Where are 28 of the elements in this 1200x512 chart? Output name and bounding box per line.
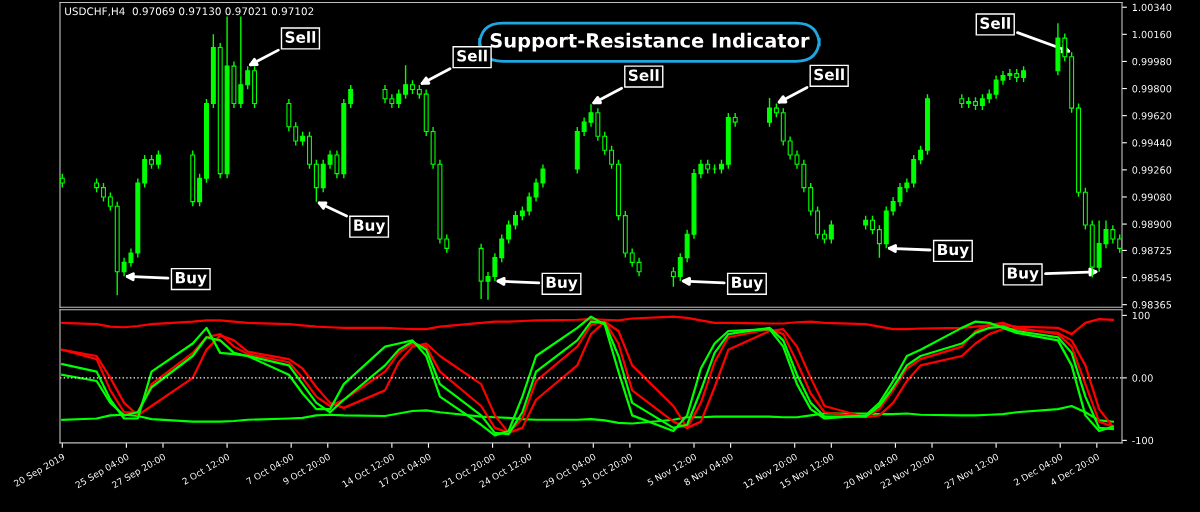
y-tick-label: 1.00160	[1132, 30, 1172, 39]
y-tick-label: 0.99980	[1132, 57, 1172, 66]
annotation: Buy	[938, 243, 969, 259]
annotation: Buy	[175, 272, 207, 287]
annotation: Sell	[980, 17, 1010, 29]
y-tick-label: 0.99800	[1132, 85, 1172, 93]
y-tick-label: 0.99620	[1132, 112, 1172, 120]
annotation: Sell	[457, 49, 487, 62]
y-tick-label: 0.99080	[1132, 193, 1172, 201]
y-tick-label: 0.00	[1132, 374, 1153, 382]
y-tick-label: 0.98900	[1132, 220, 1172, 228]
annotation: Buy	[354, 219, 386, 235]
text: Support-Resistance Indicator	[490, 32, 810, 52]
annotation: Buy	[1007, 267, 1039, 282]
annotation: Sell	[814, 68, 844, 81]
y-tick-label: 0.99260	[1132, 166, 1172, 174]
annotation: Buy	[732, 276, 763, 292]
y-tick-label: 0.98545	[1132, 274, 1172, 282]
y-tick-label: 100	[1132, 311, 1150, 320]
annotation: Sell	[285, 31, 316, 43]
y-tick-label: 0.98365	[1132, 301, 1172, 309]
y-tick-label: 0.99440	[1132, 139, 1172, 147]
annotation: USDCHF,H4 0.97069 0.97130 0.97021 0.97102	[65, 7, 314, 17]
annotation: Sell	[628, 69, 659, 82]
y-tick-label: 0.98725	[1132, 246, 1172, 255]
y-tick-label: -100	[1132, 436, 1154, 445]
y-tick-label: 1.00340	[1132, 3, 1172, 12]
annotation: Buy	[546, 276, 578, 292]
